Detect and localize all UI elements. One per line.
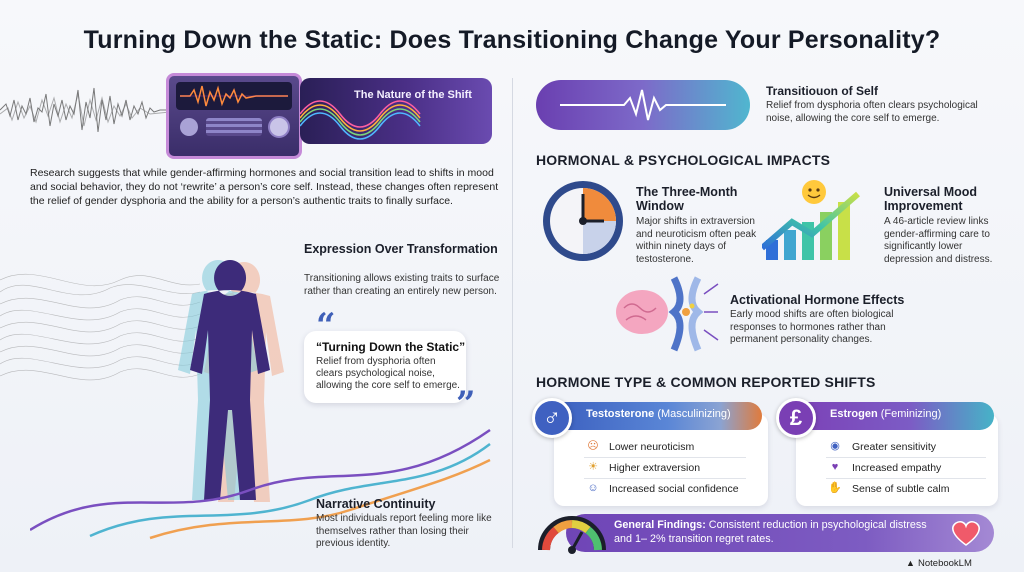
intro-paragraph: Research suggests that while gender-affi…	[30, 167, 499, 207]
estrogen-title: Estrogen (Feminizing)	[830, 408, 941, 420]
expression-heading: Expression Over Transformation	[304, 242, 498, 256]
estrogen-header	[786, 402, 994, 430]
quote-close-icon: ”	[456, 384, 476, 424]
activational-effects-heading: Activational Hormone Effects	[730, 293, 905, 307]
general-findings-banner	[566, 514, 994, 552]
footer-brand: NotebookLM	[918, 558, 972, 569]
general-findings-body: Consistent reduction in psychological di…	[614, 519, 927, 545]
radio-knob-icon	[180, 118, 198, 136]
radio-wave-icon	[180, 85, 288, 107]
activational-effects-text: Early mood shifts are often biological r…	[730, 309, 894, 345]
column-divider	[512, 78, 513, 548]
testosterone-item: Higher extraversion	[609, 462, 701, 474]
narrative-text: Most individuals report feeling more lik…	[316, 513, 492, 549]
worried-face-icon: ☹	[587, 440, 599, 452]
quote-text: Relief from dysphoria often clears psych…	[316, 356, 460, 391]
mood-improvement-text: A 46-article review links gender-affirmi…	[884, 216, 993, 265]
clock-icon	[543, 181, 623, 261]
human-silhouette-illustration	[178, 260, 284, 502]
people-icon: ☺	[587, 482, 599, 494]
testosterone-item: Increased social confidence	[609, 483, 739, 495]
radio-screen	[176, 82, 292, 110]
hero-banner	[299, 78, 492, 144]
estrogen-item: Sense of subtle calm	[852, 483, 950, 495]
estrogen-item: Increased empathy	[852, 462, 942, 474]
quote-title: “Turning Down the Static”	[316, 340, 466, 354]
static-cloud-illustration	[0, 273, 201, 381]
pulse-banner	[536, 80, 750, 130]
mood-improvement-heading: Universal Mood Improvement	[884, 185, 978, 213]
rainbow-wave-icon	[299, 100, 421, 140]
female-symbol-icon: £	[776, 398, 816, 438]
section-heading-hormone-type: HORMONE TYPE & COMMON REPORTED SHIFTS	[536, 374, 876, 390]
mood-chart-icon	[762, 180, 860, 260]
general-findings-text: General Findings: Consistent reduction i…	[614, 519, 944, 546]
transition-heading: Transitiouon of Self	[766, 84, 879, 98]
estrogen-qualifier: (Feminizing)	[880, 408, 942, 420]
gauge-icon	[538, 516, 606, 554]
estrogen-name: Estrogen	[830, 408, 878, 420]
item-divider	[826, 478, 986, 479]
radio-dial-icon	[268, 116, 290, 138]
eye-icon: ◉	[830, 440, 840, 452]
narrative-heading: Narrative Continuity	[316, 497, 436, 511]
section-heading-hormonal: HORMONAL & PSYCHOLOGICAL IMPACTS	[536, 152, 831, 168]
three-month-window-heading: The Three-Month Window	[636, 185, 738, 213]
testosterone-item: Lower neuroticism	[609, 441, 695, 453]
testosterone-qualifier: (Masculinizing)	[657, 408, 731, 420]
hand-icon: ✋	[828, 482, 842, 494]
testosterone-header	[552, 402, 762, 430]
static-waveform-illustration	[0, 87, 170, 133]
item-divider	[584, 478, 746, 479]
radio-speaker-icon	[206, 118, 262, 136]
three-month-window-text: Major shifts in extraversion and neuroti…	[636, 216, 757, 265]
quote-card	[304, 331, 466, 403]
male-symbol-icon: ♂	[532, 398, 572, 438]
testosterone-name: Testosterone	[586, 408, 655, 420]
testosterone-title: Testosterone (Masculinizing)	[586, 408, 731, 420]
heart-badge-icon	[952, 521, 980, 546]
pulse-wave-icon	[560, 89, 726, 121]
lightbulb-icon: ☀	[588, 461, 598, 473]
brain-synapse-icon	[616, 276, 719, 352]
notebooklm-logo-icon: ▲	[906, 558, 915, 568]
transition-text: Relief from dysphoria often clears psych…	[766, 100, 978, 124]
flowing-ribbons-illustration	[30, 428, 491, 540]
item-divider	[826, 457, 986, 458]
heart-icon: ♥	[831, 461, 839, 473]
expression-text: Transitioning allows existing traits to …	[304, 273, 500, 297]
page-title: Turning Down the Static: Does Transition…	[83, 26, 941, 54]
estrogen-item: Greater sensitivity	[852, 441, 937, 453]
hero-title: The Nature of the Shift	[354, 89, 472, 101]
quote-open-icon: “	[316, 306, 336, 346]
item-divider	[584, 457, 746, 458]
general-findings-label: General Findings:	[614, 519, 706, 531]
